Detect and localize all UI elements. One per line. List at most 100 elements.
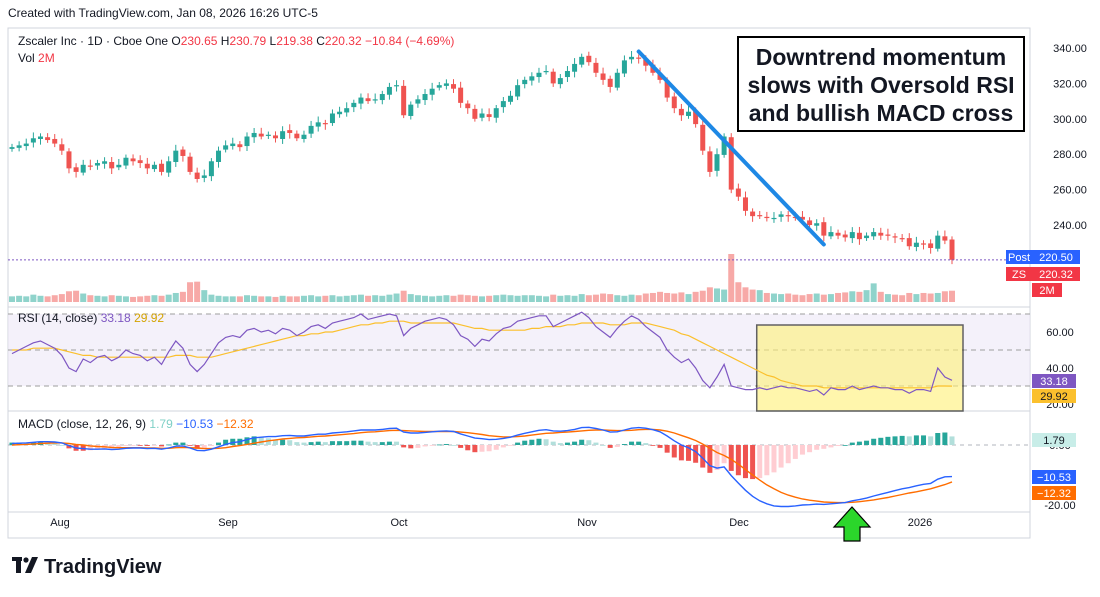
macd-histogram-bar xyxy=(792,445,798,459)
close-value: 220.32 xyxy=(324,34,362,48)
volume-bar xyxy=(835,292,842,302)
macd-histogram-bar xyxy=(493,445,499,450)
candle xyxy=(443,83,449,86)
price-tick-label: 260.00 xyxy=(1053,185,1087,197)
candle xyxy=(251,132,257,138)
macd-histogram-bar xyxy=(451,445,457,446)
volume-bar xyxy=(379,295,386,302)
volume-bar xyxy=(236,296,243,302)
volume-bar xyxy=(607,294,614,302)
candle xyxy=(949,239,955,260)
low-label: L xyxy=(269,34,277,48)
candle xyxy=(536,72,542,78)
macd-histogram-bar xyxy=(379,442,385,445)
volume-bar xyxy=(699,290,706,302)
brand: TradingView xyxy=(12,556,161,579)
candle xyxy=(885,234,891,236)
candle xyxy=(899,238,905,240)
volume-bar xyxy=(849,291,856,302)
price-tag-bg xyxy=(1032,250,1080,264)
candle xyxy=(500,101,506,108)
macd-histogram-bar xyxy=(878,437,884,445)
macd-histogram-bar xyxy=(187,445,193,446)
volume-bar xyxy=(293,296,300,302)
volume-bar xyxy=(770,293,777,302)
volume-bar xyxy=(742,287,749,302)
volume-bar xyxy=(422,295,429,302)
chart-frame xyxy=(7,27,1031,539)
volume-bar xyxy=(179,291,186,302)
candle xyxy=(906,238,912,247)
candle xyxy=(144,163,150,169)
volume-bar xyxy=(215,295,222,302)
volume-bar xyxy=(87,295,94,302)
open-label: O xyxy=(171,34,181,48)
volume-bar xyxy=(799,295,806,302)
volume-bar xyxy=(229,296,236,302)
macd-histogram-bar xyxy=(9,442,15,445)
macd-histogram-bar xyxy=(52,443,58,445)
candle xyxy=(472,108,478,119)
volume-value: 2M xyxy=(38,51,55,65)
price-tick-label: 340.00 xyxy=(1053,43,1087,55)
candle xyxy=(621,60,627,74)
x-tick-label: Sep xyxy=(218,517,238,529)
candle xyxy=(686,111,692,116)
volume-bar xyxy=(628,294,635,302)
macd-histogram-bar xyxy=(301,442,307,445)
candle xyxy=(572,63,578,72)
candle xyxy=(593,62,599,73)
macd-histogram-bar xyxy=(949,436,955,445)
rsi-value: 33.18 xyxy=(100,311,131,325)
candle xyxy=(80,164,86,173)
candle xyxy=(408,104,414,116)
volume-bar xyxy=(721,289,728,302)
macd-histogram-bar xyxy=(721,445,727,464)
candle xyxy=(365,98,371,102)
candle xyxy=(550,71,556,84)
candle xyxy=(700,124,706,151)
volume-bar xyxy=(671,293,678,302)
macd-histogram-bar xyxy=(899,435,905,445)
macd-histogram-bar xyxy=(892,436,898,445)
macd-histogram-bar xyxy=(678,445,684,461)
price-tick-label: 240.00 xyxy=(1053,220,1087,232)
candle xyxy=(223,145,229,150)
volume-bar xyxy=(550,294,557,302)
volume-bar xyxy=(336,296,343,302)
candle xyxy=(379,94,385,101)
signal-value: −12.32 xyxy=(216,417,254,431)
candle xyxy=(750,211,756,217)
candle xyxy=(322,123,328,125)
volume-bar xyxy=(386,294,393,302)
volume-bar xyxy=(158,295,165,302)
volume-bar xyxy=(393,293,400,302)
signal-tag-bg xyxy=(1032,486,1076,500)
macd-label: MACD (close, 12, 26, 9) xyxy=(18,417,147,431)
macd-histogram-bar xyxy=(693,445,699,463)
candle xyxy=(913,242,919,247)
macd-histogram-bar xyxy=(799,445,805,455)
macd-histogram-bar xyxy=(572,441,578,445)
volume-bar xyxy=(80,293,87,302)
volume-bar xyxy=(678,292,685,302)
volume-bar xyxy=(279,295,286,302)
volume-bar xyxy=(863,290,870,302)
candle xyxy=(707,151,713,172)
candle xyxy=(265,134,271,136)
volume-bar xyxy=(493,295,500,302)
candle xyxy=(337,111,343,115)
volume-bar xyxy=(578,294,585,302)
x-tick-label: Dec xyxy=(729,517,749,529)
macd-histogram-bar xyxy=(173,442,179,445)
volume-bar xyxy=(122,296,129,302)
rsi-ma-value: 29.92 xyxy=(134,311,165,325)
macd-legend: MACD (close, 12, 26, 9) 1.79 −10.53 −12.… xyxy=(18,417,254,431)
macd-histogram-bar xyxy=(664,445,670,453)
macd-histogram-bar xyxy=(657,445,663,448)
price-tag-label-bg xyxy=(1006,250,1032,264)
candle xyxy=(208,161,214,177)
macd-histogram-bar xyxy=(529,439,535,445)
candle xyxy=(130,158,136,162)
volume-bar xyxy=(286,296,293,302)
